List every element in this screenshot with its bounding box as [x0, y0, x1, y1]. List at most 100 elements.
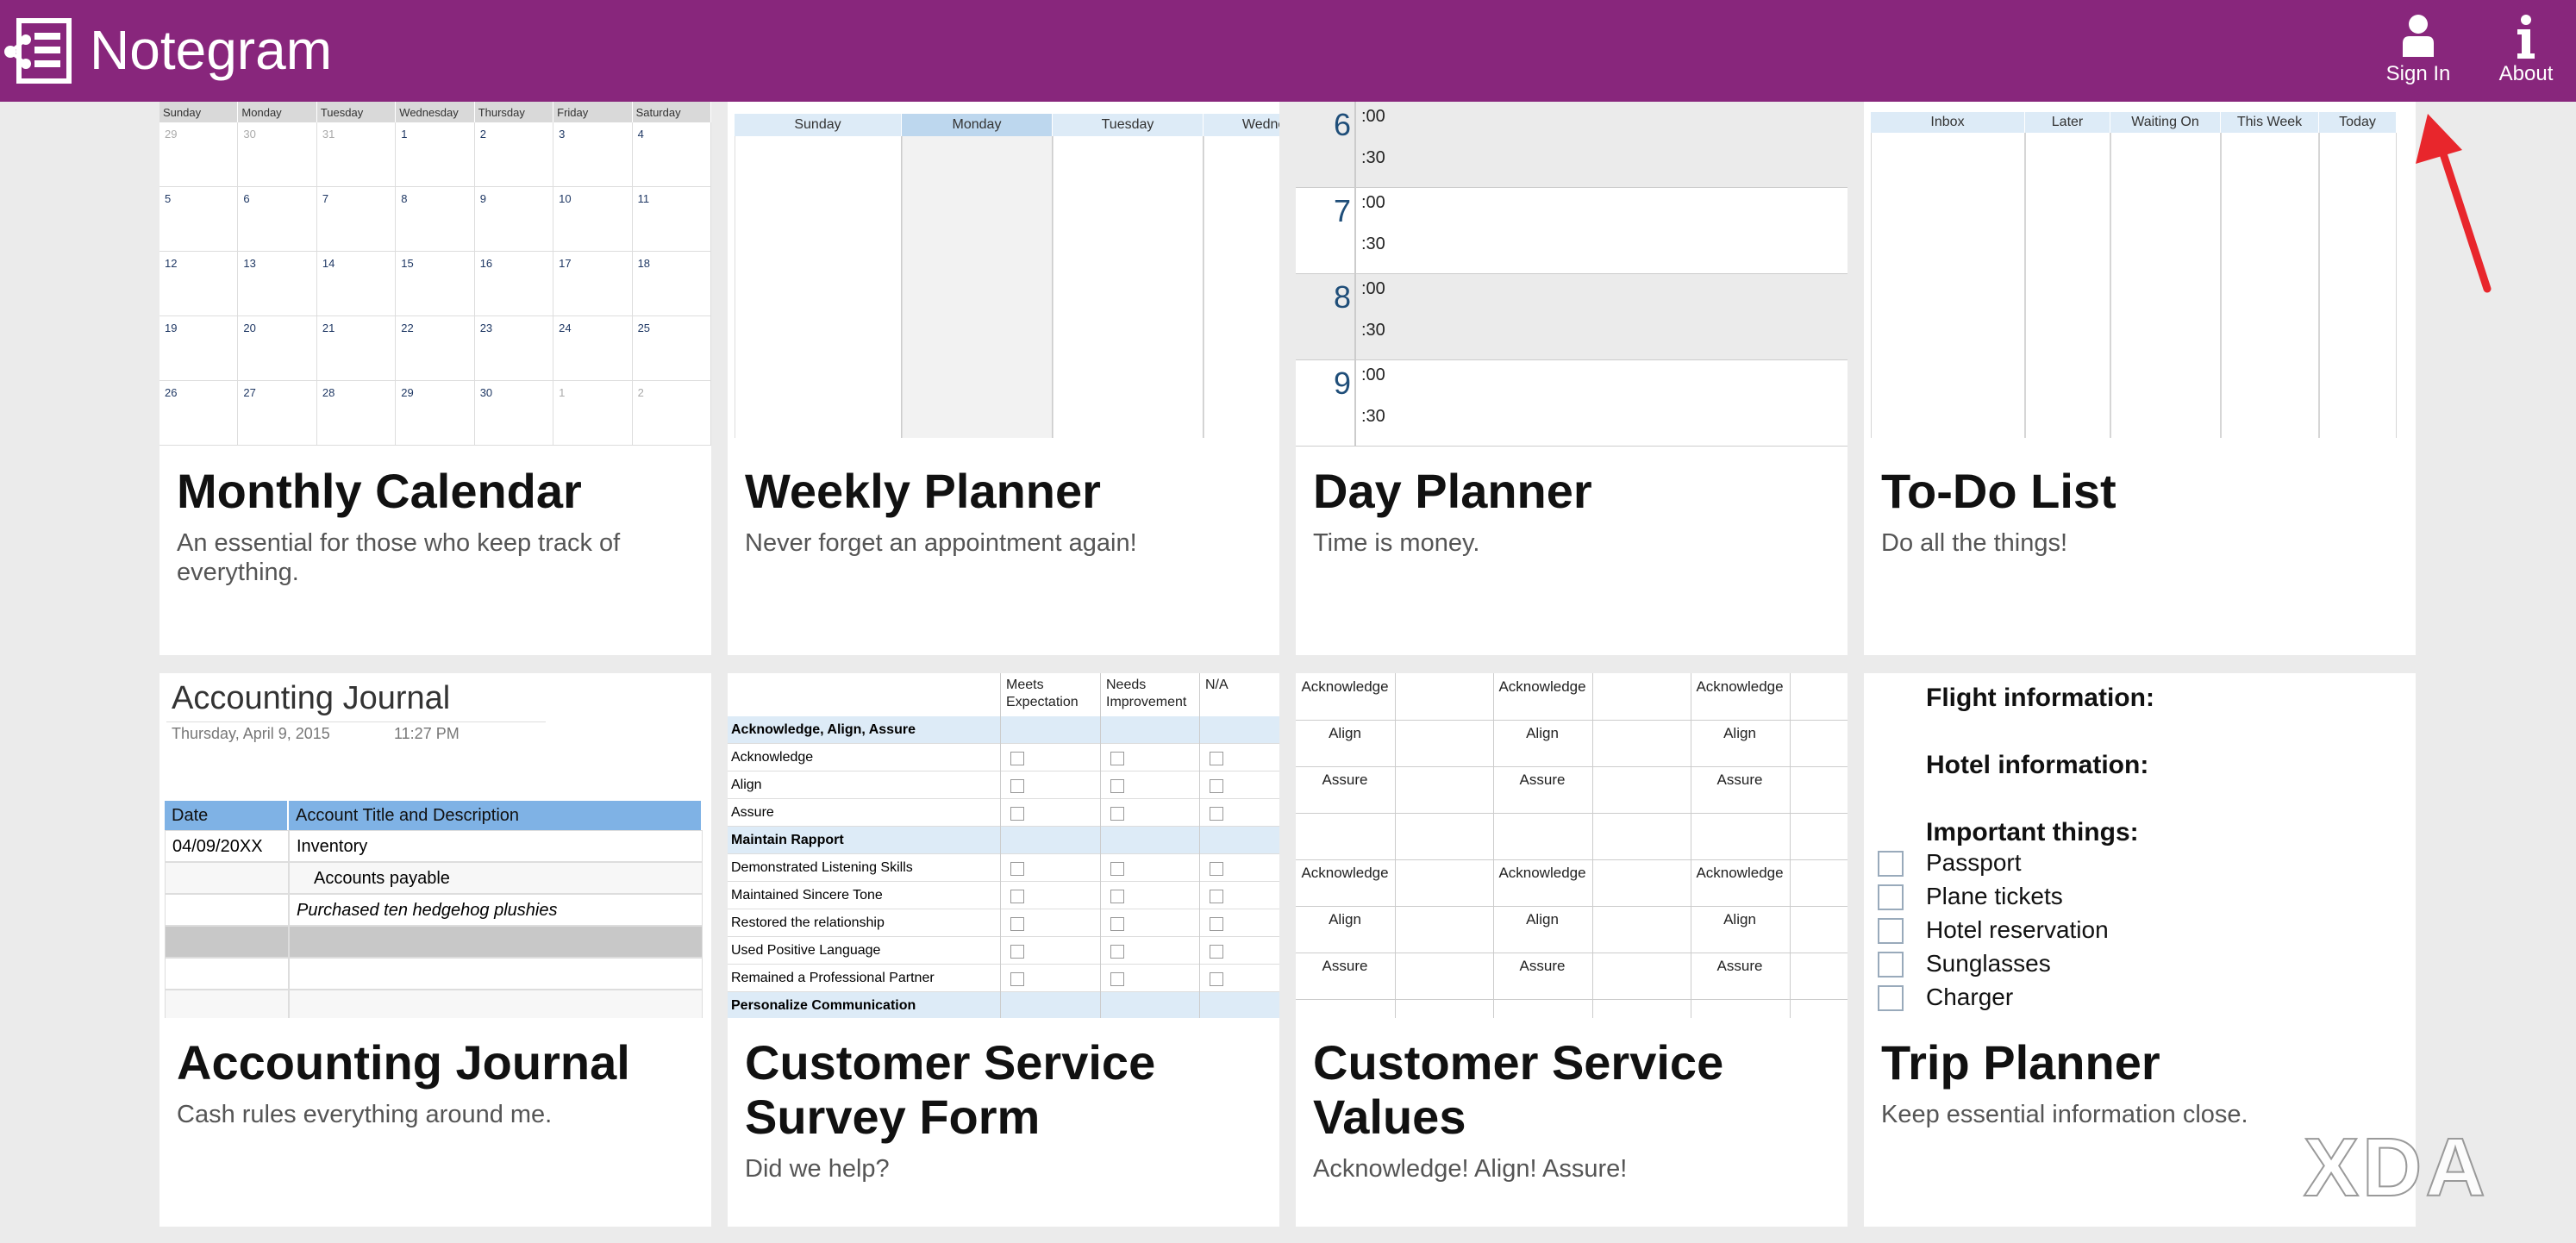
hour-label: 7 — [1333, 193, 1351, 228]
checkbox — [1110, 945, 1124, 959]
day-header: Sunday — [735, 114, 902, 136]
card-description: Cash rules everything around me. — [177, 1101, 553, 1128]
checkbox — [1010, 807, 1024, 821]
minute-label: :30 — [1361, 234, 1385, 253]
calendar-day: 13 — [238, 252, 317, 316]
value-label: Align — [1526, 911, 1559, 928]
hour-label: 9 — [1333, 365, 1351, 401]
value-label: Acknowledge — [1498, 865, 1586, 881]
weekday-label: Friday — [553, 102, 633, 122]
template-card[interactable]: Meets Expectation Needs Improvement N/A Ack… — [728, 673, 1279, 1227]
minute-label: :00 — [1361, 365, 1385, 384]
column-header: Waiting On — [2110, 112, 2221, 133]
value-label: Acknowledge — [1696, 678, 1784, 695]
column-header: N/A — [1199, 673, 1279, 716]
column-rule — [1100, 965, 1101, 992]
day-column — [735, 136, 902, 438]
column-rule — [1000, 937, 1001, 965]
weekday-label: Sunday — [159, 102, 239, 122]
column-rule — [1000, 771, 1001, 799]
watermark: XDA — [2303, 1121, 2489, 1215]
template-card[interactable]: Flight information: Hotel information: Imp… — [1864, 673, 2416, 1227]
column-rule — [1199, 854, 1200, 882]
column-rule — [1100, 992, 1101, 1018]
calendar-day: 6 — [238, 187, 317, 252]
checkbox — [1010, 945, 1024, 959]
checklist-item: Passport — [1926, 849, 2022, 876]
table-cell — [289, 958, 703, 990]
calendar-day: 26 — [159, 381, 239, 446]
checklist-item: Charger — [1926, 984, 2014, 1010]
survey-item: Acknowledge — [728, 744, 1279, 771]
table-cell: Purchased ten hedgehog plushies — [289, 894, 703, 926]
calendar-day: 2 — [474, 122, 554, 187]
template-preview: Accounting Journal Thursday, April 9, 201… — [159, 673, 711, 1018]
column-rule — [1199, 716, 1200, 744]
card-title: Weekly Planner — [745, 464, 1101, 518]
value-label: Align — [1329, 911, 1361, 928]
day-header: Monday — [902, 114, 1053, 136]
calendar-day: 31 — [316, 122, 397, 187]
column-rule — [1000, 854, 1001, 882]
person-icon — [2403, 15, 2434, 57]
column-rule — [1100, 909, 1101, 937]
value-label: Assure — [1519, 771, 1566, 788]
row-rule — [1296, 859, 1848, 860]
card-title: Accounting Journal — [177, 1035, 630, 1090]
row-rule — [1296, 906, 1848, 907]
column-rule — [1199, 909, 1200, 937]
calendar-day: 2 — [632, 381, 711, 446]
calendar-day: 29 — [396, 381, 475, 446]
table-cell — [165, 990, 289, 1018]
template-card[interactable]: Inbox Later Waiting On This Week Today To-Do … — [1864, 102, 2416, 655]
section-header: Personalize Communication — [728, 992, 1279, 1018]
checkbox — [1010, 890, 1024, 903]
card-description: Did we help? — [745, 1155, 890, 1183]
value-label: Assure — [1716, 958, 1763, 974]
column-rule — [1000, 882, 1001, 909]
column-header: Today — [2319, 112, 2397, 133]
sign-in-button[interactable]: Sign In — [2367, 9, 2470, 95]
template-preview: Acknowledge Acknowledge Acknowledge Align Al… — [1296, 673, 1848, 1018]
checkbox — [1210, 945, 1223, 959]
column-rule — [1100, 882, 1101, 909]
value-label: Acknowledge — [1696, 865, 1784, 881]
survey-item: Maintained Sincere Tone — [728, 882, 1279, 909]
column-rule — [1394, 673, 1396, 1018]
column-body — [2319, 133, 2397, 438]
checkbox — [1110, 972, 1124, 986]
journal-date: Thursday, April 9, 2015 — [172, 725, 330, 742]
template-preview: Sunday Monday Tuesday Wednesday Thursday Frid… — [159, 102, 711, 447]
template-card[interactable]: Accounting Journal Thursday, April 9, 201… — [159, 673, 711, 1227]
template-card[interactable]: 6:00:30 7:00:30 8:00:30 9:00:30 Day Planner T… — [1296, 102, 1848, 655]
calendar-day: 12 — [159, 252, 239, 316]
value-label: Assure — [1322, 771, 1368, 788]
row-rule — [1296, 766, 1848, 767]
section-heading: Hotel information: — [1926, 751, 2149, 779]
column-rule — [1000, 965, 1001, 992]
checkbox — [1878, 884, 1904, 910]
template-card[interactable]: Acknowledge Acknowledge Acknowledge Align Al… — [1296, 673, 1848, 1227]
day-column — [1204, 136, 1279, 438]
calendar-day: 14 — [316, 252, 397, 316]
value-label: Acknowledge — [1498, 678, 1586, 695]
template-card[interactable]: Sunday Monday Tuesday Wednesday Thursday Frid… — [159, 102, 711, 655]
survey-item: Restored the relationship — [728, 909, 1279, 937]
table-cell — [165, 958, 289, 990]
column-header: Needs Improvement — [1100, 673, 1199, 716]
sign-in-label: Sign In — [2385, 62, 2451, 85]
checklist-item: Hotel reservation — [1926, 916, 2109, 943]
hour-column — [1296, 360, 1356, 447]
table-header: Date — [165, 801, 289, 830]
minute-label: :00 — [1361, 193, 1385, 212]
row-rule — [1296, 720, 1848, 721]
checkbox — [1210, 917, 1223, 931]
checkbox — [1010, 779, 1024, 793]
section-heading: Important things: — [1926, 818, 2139, 846]
card-description: Do all the things! — [1881, 529, 2068, 557]
about-button[interactable]: About — [2476, 9, 2576, 95]
calendar-day: 30 — [474, 381, 554, 446]
calendar-day: 1 — [396, 122, 475, 187]
